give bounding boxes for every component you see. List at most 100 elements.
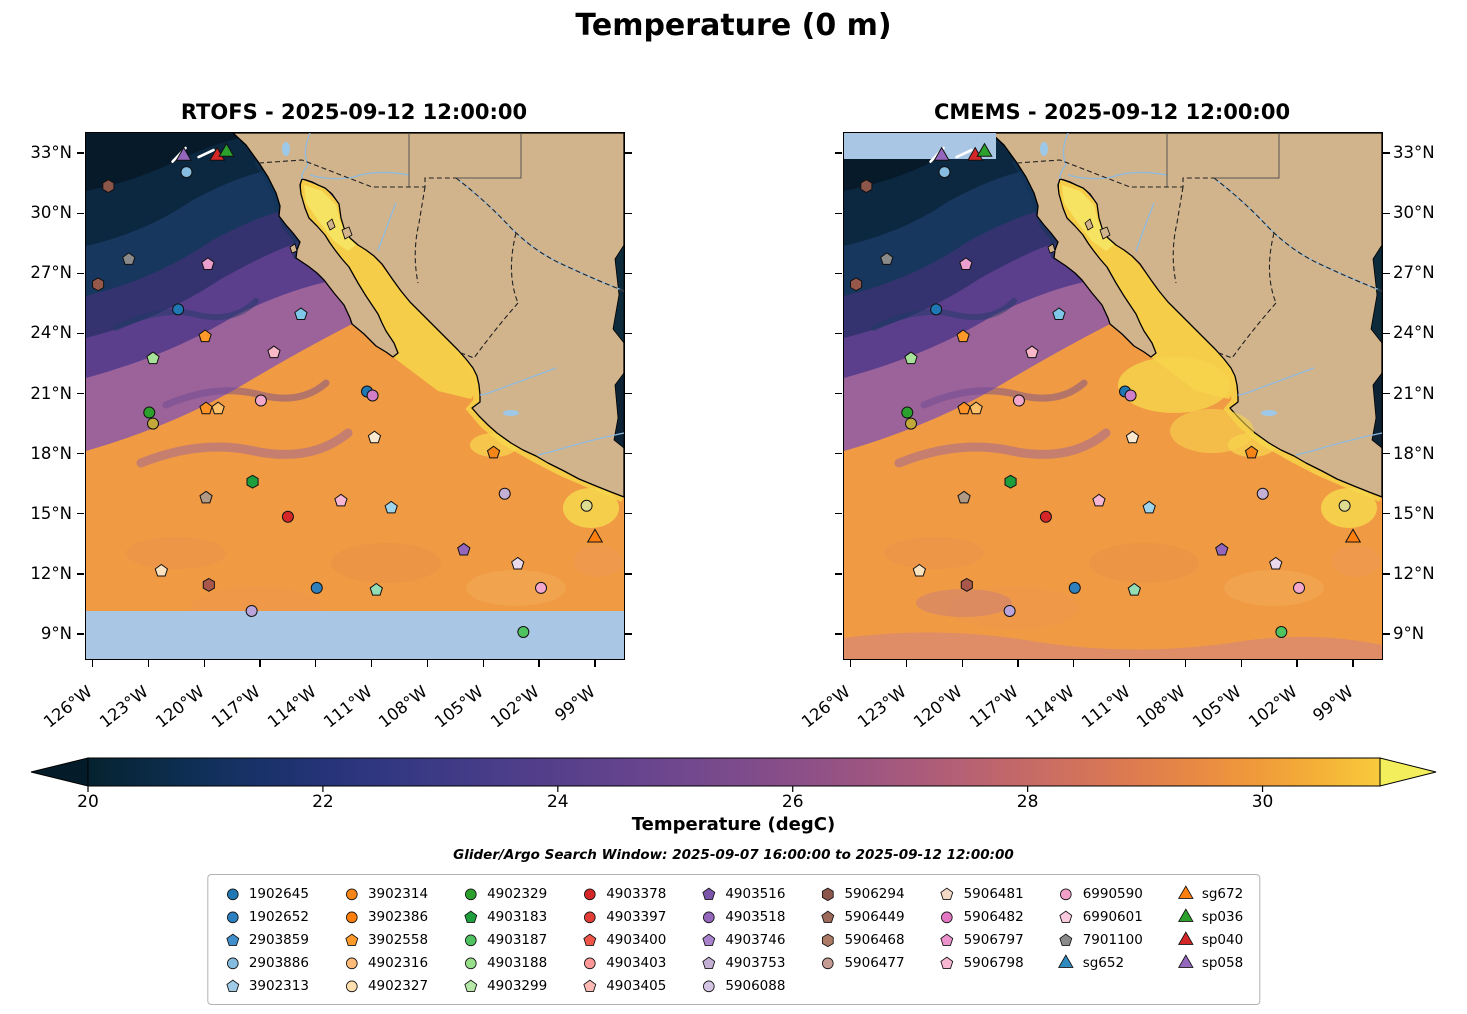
- panel-rtofs-title: RTOFS - 2025-09-12 12:00:00: [180, 100, 528, 124]
- map-marker-pentagon: [1052, 307, 1066, 321]
- y-tickmark: [77, 152, 84, 154]
- y-tickmark: [624, 513, 632, 515]
- x-tickmark: [1017, 660, 1019, 667]
- lat-tick-label: 24°N: [30, 323, 72, 343]
- colorbar-tick-label: 24: [546, 792, 569, 812]
- map-marker-hexagon: [960, 577, 973, 592]
- map-marker-pentagon: [211, 401, 225, 415]
- legend-entry-label: 4902316: [367, 954, 429, 971]
- map-marker-triangle: [218, 142, 235, 157]
- legend-entry: 5906797: [939, 930, 1024, 949]
- map-marker-pentagon: [457, 542, 471, 556]
- legend-entry-label: 5906482: [963, 908, 1024, 925]
- lat-tick-label: 27°N: [30, 263, 72, 283]
- legend-entry: 4903299: [462, 976, 547, 995]
- y-tickmark: [1382, 152, 1390, 154]
- legend-marker-circle-icon: [345, 980, 358, 993]
- y-tickmark: [835, 633, 842, 635]
- y-tickmark: [624, 152, 632, 154]
- map-marker-circle: [535, 581, 548, 594]
- legend-marker-pentagon-icon: [702, 956, 716, 969]
- legend-entry: 4903516: [700, 884, 785, 903]
- map-marker-hexagon: [1004, 474, 1017, 489]
- legend-marker-circle-icon: [583, 957, 596, 970]
- lat-tick-label: 33°N: [1393, 143, 1435, 163]
- x-tickmark: [1296, 660, 1298, 667]
- legend-entry: 6990590: [1058, 884, 1143, 903]
- map-marker-pentagon: [959, 257, 973, 270]
- y-tickmark: [835, 453, 842, 455]
- x-tickmark: [1073, 660, 1075, 667]
- legend-entry: 4903397: [581, 907, 666, 926]
- colorbar-tick-label: 26: [781, 792, 804, 812]
- legend-entry-label: 3902313: [248, 977, 309, 994]
- map-marker-circle: [180, 166, 193, 179]
- map-marker-triangle: [976, 142, 993, 157]
- map-marker-circle: [904, 417, 917, 430]
- legend-column: 4903378 4903397 4903400 4903403 4903405: [581, 884, 666, 995]
- legend-entry-label: 4903187: [487, 931, 548, 948]
- colorbar: [30, 757, 1437, 792]
- y-tickmark: [624, 332, 632, 335]
- y-tickmark: [77, 392, 84, 395]
- lat-tick-label: 18°N: [30, 443, 72, 463]
- map-marker-pentagon: [154, 563, 169, 577]
- map-marker-circle: [517, 625, 530, 638]
- legend-marker-circle-icon: [583, 911, 596, 924]
- map-marker-circle: [1068, 581, 1081, 594]
- legend-entry-label: 4903299: [487, 977, 548, 994]
- legend-entry: sp058: [1177, 953, 1243, 972]
- y-tickmark: [835, 272, 842, 274]
- map-marker-pentagon: [1269, 556, 1283, 570]
- legend-entry: 3902314: [343, 884, 428, 903]
- legend-entry: 6990601: [1058, 907, 1143, 926]
- map-marker-pentagon: [1092, 493, 1106, 507]
- colorbar-under-arrow: [30, 757, 89, 787]
- y-tickmark: [835, 152, 842, 154]
- map-marker-circle: [930, 303, 943, 316]
- lat-tick-label: 15°N: [1393, 503, 1435, 523]
- legend-marker-circle-icon: [345, 911, 358, 924]
- y-tickmark: [1382, 573, 1390, 575]
- map-marker-circle: [938, 166, 951, 179]
- legend-columns: 1902645 1902652 2903859 2903886 3902313 39023…: [224, 884, 1243, 995]
- legend-entry: 3902386: [343, 907, 428, 926]
- legend-marker-circle-icon: [464, 888, 477, 901]
- map-marker-circle: [1293, 581, 1306, 594]
- legend-entry-label: 4903753: [725, 954, 786, 971]
- legend-entry-label: 6990590: [1082, 885, 1143, 902]
- x-tickmark: [1240, 660, 1242, 667]
- legend-marker-circle-icon: [703, 911, 715, 924]
- map-marker-circle: [146, 417, 159, 430]
- x-tickmark: [849, 660, 852, 667]
- colorbar-tick-label: 30: [1251, 792, 1274, 812]
- panel-cmems-title: CMEMS - 2025-09-12 12:00:00: [933, 100, 1291, 124]
- legend-entry-label: 3902558: [367, 931, 429, 948]
- y-tickmark: [1382, 332, 1390, 335]
- map-marker-pentagon: [1025, 345, 1039, 359]
- y-tickmark: [624, 633, 632, 635]
- map-marker-circle: [143, 406, 156, 419]
- legend-entry-label: 5906294: [844, 885, 905, 902]
- map-marker-pentagon: [201, 257, 215, 270]
- map-marker-pentagon: [511, 556, 525, 570]
- y-tickmark: [624, 272, 632, 274]
- legend-entry-label: 4903403: [606, 954, 667, 971]
- legend-entry: 4903187: [462, 930, 547, 949]
- legend-entry: 4903746: [700, 930, 785, 949]
- legend-entry-label: 5906449: [844, 908, 905, 925]
- map-marker-pentagon: [334, 493, 348, 507]
- lat-tick-label: 12°N: [1393, 563, 1435, 583]
- x-tickmark: [594, 660, 596, 667]
- y-tickmark: [1382, 453, 1390, 455]
- x-tickmark: [370, 660, 373, 667]
- glider-trail: [197, 148, 215, 159]
- map-marker-circle: [580, 499, 593, 512]
- map-marker-pentagon: [486, 445, 501, 459]
- legend-marker-circle-icon: [703, 980, 715, 993]
- legend-entry-label: 5906798: [963, 954, 1024, 971]
- legend-entry: 5906468: [819, 930, 905, 949]
- map-marker-pentagon: [880, 252, 894, 265]
- y-tickmark: [835, 513, 842, 515]
- map-marker-pentagon: [294, 307, 308, 321]
